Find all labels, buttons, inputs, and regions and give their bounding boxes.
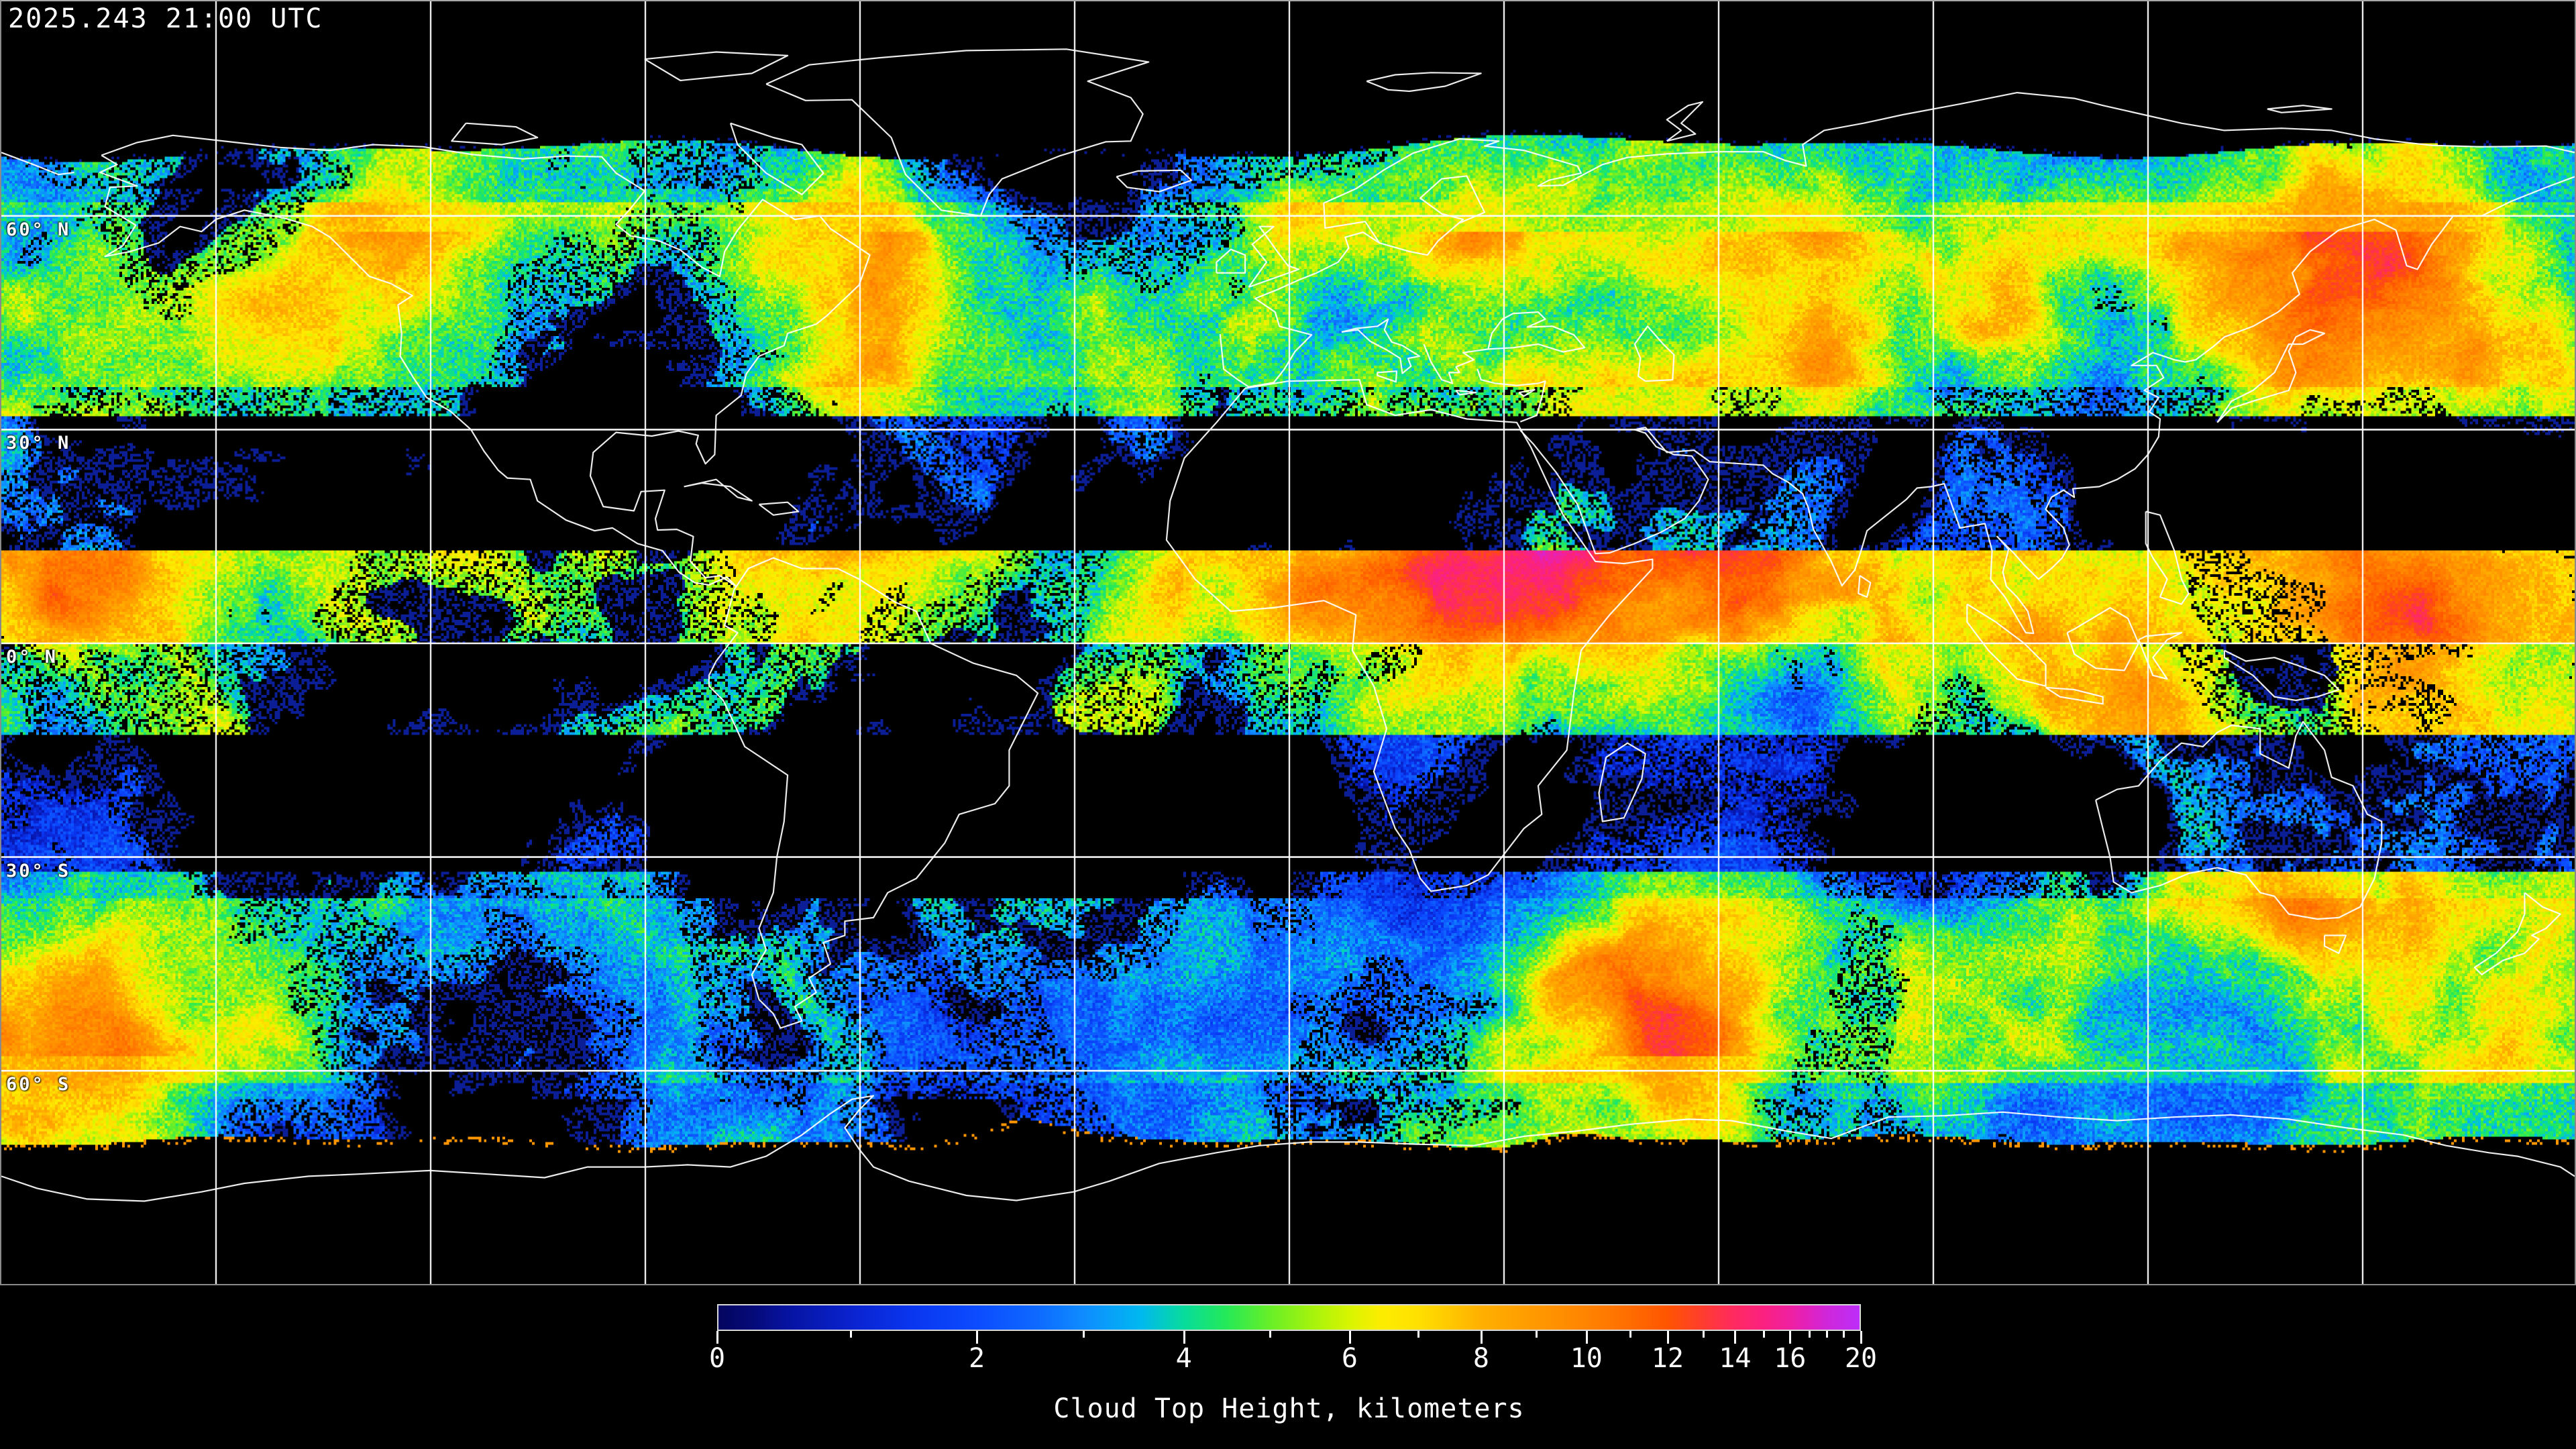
colorbar-major-tick-4 bbox=[1183, 1331, 1185, 1344]
coastline-0 bbox=[99, 134, 871, 588]
latitude-label-60n: 60° N bbox=[6, 219, 71, 240]
colorbar-caption: Cloud Top Height, kilometers bbox=[1053, 1393, 1525, 1424]
colorbar-minor-tick-13 bbox=[1702, 1331, 1705, 1338]
colorbar-minor-tick-7 bbox=[1417, 1331, 1420, 1338]
coastline-15 bbox=[1633, 325, 1675, 382]
coastline-8 bbox=[1379, 175, 1486, 256]
coastline-1 bbox=[765, 48, 1150, 217]
coastline-30 bbox=[684, 478, 753, 502]
colorbar-minor-tick-19 bbox=[1843, 1331, 1845, 1338]
colorbar-minor-tick-3 bbox=[1082, 1331, 1085, 1338]
colorbar-minor-tick-5 bbox=[1269, 1331, 1271, 1338]
coastline-17 bbox=[1598, 742, 1646, 822]
coastline-38 bbox=[1, 1095, 2575, 1202]
coastline-21 bbox=[1966, 603, 2047, 687]
coastline-36 bbox=[451, 122, 539, 146]
coastline-4 bbox=[1248, 225, 1300, 288]
colorbar-major-tick-20 bbox=[1860, 1331, 1862, 1344]
colorbar-major-tick-2 bbox=[976, 1331, 979, 1344]
coastline-27 bbox=[2095, 720, 2383, 920]
coastline-16 bbox=[1165, 379, 1654, 892]
coastline-26 bbox=[2145, 511, 2190, 605]
colorbar-tick-label-0: 0 bbox=[708, 1343, 726, 1374]
coastline-31 bbox=[758, 501, 800, 516]
coastline-19 bbox=[1858, 575, 1872, 598]
colorbar-tick-label-4: 4 bbox=[1175, 1343, 1192, 1374]
colorbar-minor-tick-17 bbox=[1809, 1331, 1811, 1338]
colorbar-minor-tick-1 bbox=[850, 1331, 853, 1338]
colorbar-minor-tick-11 bbox=[1629, 1331, 1631, 1338]
colorbar-minor-tick-15 bbox=[1763, 1331, 1766, 1338]
coastline-7 bbox=[1, 152, 74, 176]
coastline-13 bbox=[1455, 389, 1477, 396]
colorbar-major-tick-12 bbox=[1666, 1331, 1669, 1344]
coastline-28 bbox=[2324, 934, 2347, 955]
coastline-22 bbox=[2045, 686, 2104, 705]
colorbar-tick-label-10: 10 bbox=[1570, 1343, 1603, 1374]
colorbar-tick-label-2: 2 bbox=[968, 1343, 985, 1374]
coastline-14 bbox=[1518, 388, 1536, 397]
coastline-32 bbox=[708, 557, 1039, 1029]
coastline-5 bbox=[1216, 248, 1246, 274]
colorbar-major-tick-14 bbox=[1734, 1331, 1737, 1344]
colorbar-major-tick-0 bbox=[716, 1331, 718, 1344]
colorbar-tick-label-6: 6 bbox=[1341, 1343, 1358, 1374]
latitude-label-0n: 0° N bbox=[6, 647, 58, 667]
coastline-35 bbox=[729, 122, 824, 195]
coastline-20 bbox=[2216, 329, 2326, 423]
coastline-11 bbox=[1423, 311, 1586, 384]
colorbar-tick-label-14: 14 bbox=[1719, 1343, 1752, 1374]
coastline-24 bbox=[2137, 632, 2182, 680]
colorbar-tick-label-20: 20 bbox=[1844, 1343, 1878, 1374]
colorbar: 0 2 4 6 8 10 12 14 16 20 Cloud Top Height, kilome… bbox=[0, 1285, 2576, 1449]
colorbar-gradient-bar bbox=[717, 1304, 1861, 1331]
colorbar-major-tick-10 bbox=[1585, 1331, 1588, 1344]
colorbar-major-tick-8 bbox=[1480, 1331, 1483, 1344]
coastline-33 bbox=[1666, 101, 1704, 142]
colorbar-minor-tick-9 bbox=[1535, 1331, 1538, 1338]
coastline-18 bbox=[1519, 176, 2575, 635]
coastline-37 bbox=[644, 51, 789, 82]
coastline-23 bbox=[2066, 606, 2140, 672]
latitude-label-30n: 30° N bbox=[6, 433, 71, 454]
colorbar-tick-label-12: 12 bbox=[1651, 1343, 1684, 1374]
graticule-and-coastlines bbox=[1, 1, 2575, 1284]
colorbar-major-tick-16 bbox=[1789, 1331, 1792, 1344]
coastline-25 bbox=[2223, 649, 2340, 702]
latitude-label-60s: 60° S bbox=[6, 1074, 71, 1095]
coastline-10 bbox=[1377, 370, 1398, 383]
world-cloud-top-height-map: 2025.243 21:00 UTC 60° N 30° N 0° N 30° S 60… bbox=[0, 0, 2576, 1285]
coastline-6 bbox=[1219, 92, 2575, 388]
colorbar-tick-label-8: 8 bbox=[1472, 1343, 1489, 1374]
colorbar-tick-label-16: 16 bbox=[1774, 1343, 1807, 1374]
coastline-3 bbox=[1366, 72, 1482, 93]
coastline-12 bbox=[1477, 368, 1546, 423]
timestamp-label: 2025.243 21:00 UTC bbox=[8, 3, 323, 34]
coastline-2 bbox=[1116, 169, 1193, 193]
coastline-29 bbox=[2473, 892, 2561, 975]
coastline-34 bbox=[2267, 105, 2332, 113]
colorbar-major-tick-6 bbox=[1348, 1331, 1351, 1344]
latitude-label-30s: 30° S bbox=[6, 860, 71, 881]
colorbar-minor-tick-18 bbox=[1825, 1331, 1828, 1338]
coastline-9 bbox=[1341, 318, 1421, 374]
